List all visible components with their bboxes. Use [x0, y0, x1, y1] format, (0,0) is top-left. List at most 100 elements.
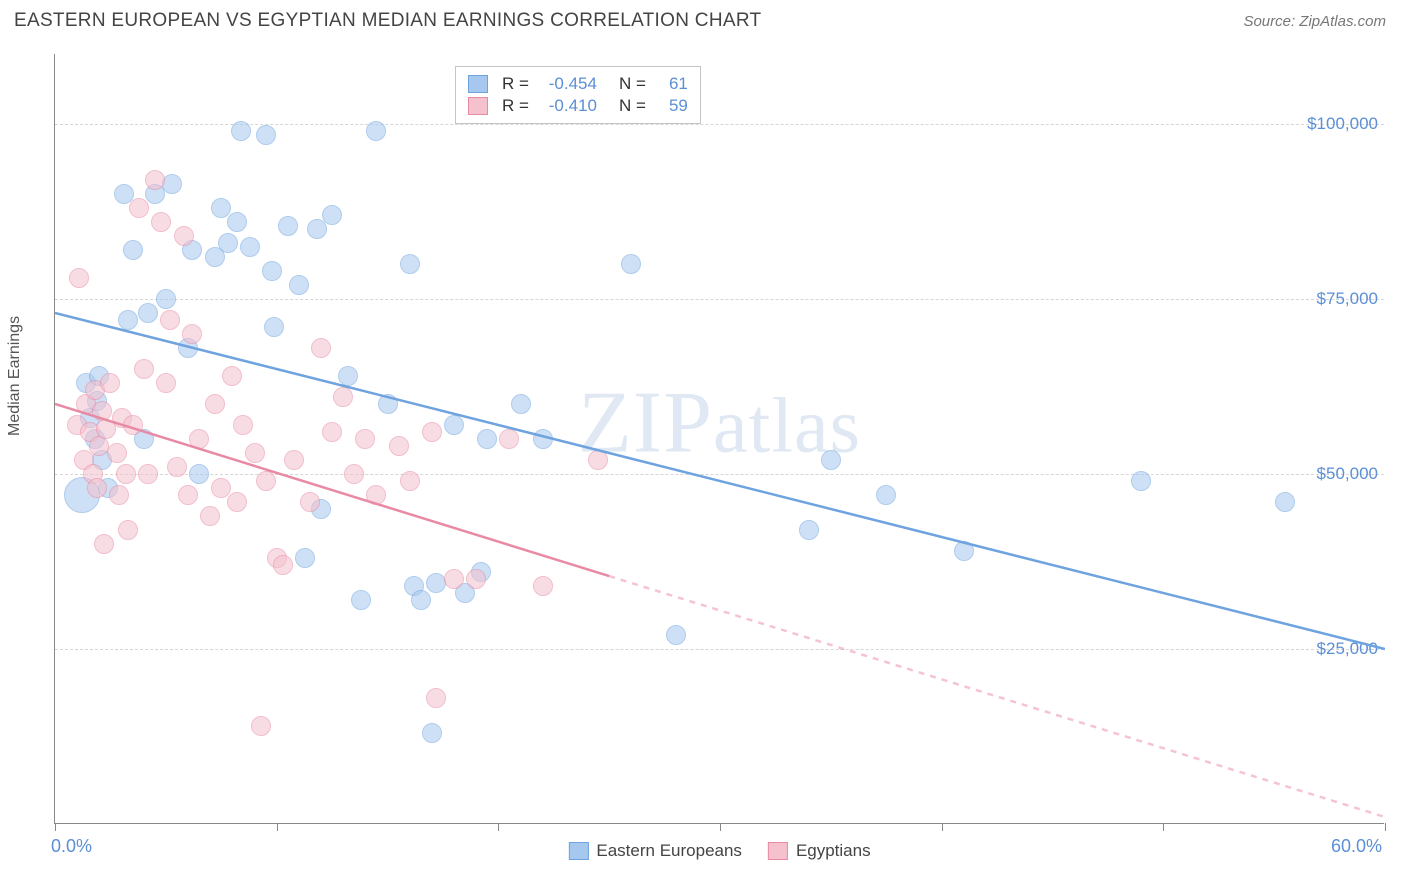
data-point	[426, 688, 446, 708]
x-tick	[1163, 823, 1164, 831]
data-point	[511, 394, 531, 414]
data-point	[366, 485, 386, 505]
r-value: -0.410	[539, 96, 597, 116]
data-point	[256, 471, 276, 491]
legend-swatch	[568, 842, 588, 860]
r-label: R =	[502, 74, 529, 94]
stats-legend: R =-0.454N =61R =-0.410N =59	[455, 66, 701, 124]
legend-swatch	[768, 842, 788, 860]
chart-title: EASTERN EUROPEAN VS EGYPTIAN MEDIAN EARN…	[14, 10, 761, 32]
data-point	[256, 125, 276, 145]
data-point	[400, 254, 420, 274]
data-point	[107, 443, 127, 463]
data-point	[123, 240, 143, 260]
data-point	[666, 625, 686, 645]
data-point	[129, 198, 149, 218]
data-point	[116, 464, 136, 484]
data-point	[389, 436, 409, 456]
data-point	[156, 373, 176, 393]
watermark: ZIPatlas	[578, 373, 861, 474]
data-point	[245, 443, 265, 463]
data-point	[160, 310, 180, 330]
legend-swatch	[468, 97, 488, 115]
data-point	[231, 121, 251, 141]
data-point	[466, 569, 486, 589]
y-tick-label: $100,000	[1307, 114, 1378, 134]
x-max-label: 60.0%	[1331, 836, 1382, 857]
series-legend-item: Eastern Europeans	[568, 841, 742, 861]
data-point	[182, 324, 202, 344]
data-point	[138, 303, 158, 323]
data-point	[444, 415, 464, 435]
data-point	[344, 464, 364, 484]
n-value: 59	[656, 96, 688, 116]
data-point	[262, 261, 282, 281]
data-point	[167, 457, 187, 477]
data-point	[138, 464, 158, 484]
x-tick	[55, 823, 56, 831]
data-point	[300, 492, 320, 512]
data-point	[821, 450, 841, 470]
data-point	[264, 317, 284, 337]
data-point	[240, 237, 260, 257]
gridline	[55, 124, 1384, 125]
data-point	[109, 485, 129, 505]
data-point	[621, 254, 641, 274]
y-tick-label: $25,000	[1317, 639, 1378, 659]
data-point	[351, 590, 371, 610]
plot-area: ZIPatlas $25,000$50,000$75,000$100,0000.…	[54, 54, 1384, 824]
n-label: N =	[619, 96, 646, 116]
x-tick	[277, 823, 278, 831]
data-point	[151, 212, 171, 232]
data-point	[338, 366, 358, 386]
data-point	[87, 478, 107, 498]
data-point	[422, 723, 442, 743]
data-point	[189, 464, 209, 484]
trend-lines	[55, 54, 1385, 824]
data-point	[333, 387, 353, 407]
data-point	[69, 268, 89, 288]
series-name: Eastern Europeans	[596, 841, 742, 861]
data-point	[145, 170, 165, 190]
data-point	[273, 555, 293, 575]
data-point	[134, 359, 154, 379]
x-min-label: 0.0%	[51, 836, 92, 857]
data-point	[411, 590, 431, 610]
stats-legend-row: R =-0.454N =61	[468, 73, 688, 95]
data-point	[1275, 492, 1295, 512]
data-point	[227, 212, 247, 232]
source-attribution: Source: ZipAtlas.com	[1243, 13, 1386, 30]
gridline	[55, 299, 1384, 300]
x-tick	[720, 823, 721, 831]
series-name: Egyptians	[796, 841, 871, 861]
y-axis-label: Median Earnings	[6, 316, 24, 436]
r-value: -0.454	[539, 74, 597, 94]
data-point	[251, 716, 271, 736]
data-point	[218, 233, 238, 253]
data-point	[289, 275, 309, 295]
data-point	[227, 492, 247, 512]
y-tick-label: $75,000	[1317, 289, 1378, 309]
data-point	[284, 450, 304, 470]
data-point	[189, 429, 209, 449]
data-point	[876, 485, 896, 505]
chart-container: Median Earnings ZIPatlas $25,000$50,000$…	[14, 46, 1392, 886]
data-point	[118, 310, 138, 330]
data-point	[205, 394, 225, 414]
data-point	[422, 422, 442, 442]
stats-legend-row: R =-0.410N =59	[468, 95, 688, 117]
n-value: 61	[656, 74, 688, 94]
data-point	[233, 415, 253, 435]
data-point	[426, 573, 446, 593]
data-point	[100, 373, 120, 393]
data-point	[174, 226, 194, 246]
data-point	[178, 485, 198, 505]
legend-swatch	[468, 75, 488, 93]
data-point	[94, 534, 114, 554]
x-tick	[498, 823, 499, 831]
y-tick-label: $50,000	[1317, 464, 1378, 484]
data-point	[307, 219, 327, 239]
data-point	[118, 520, 138, 540]
gridline	[55, 649, 1384, 650]
data-point	[355, 429, 375, 449]
